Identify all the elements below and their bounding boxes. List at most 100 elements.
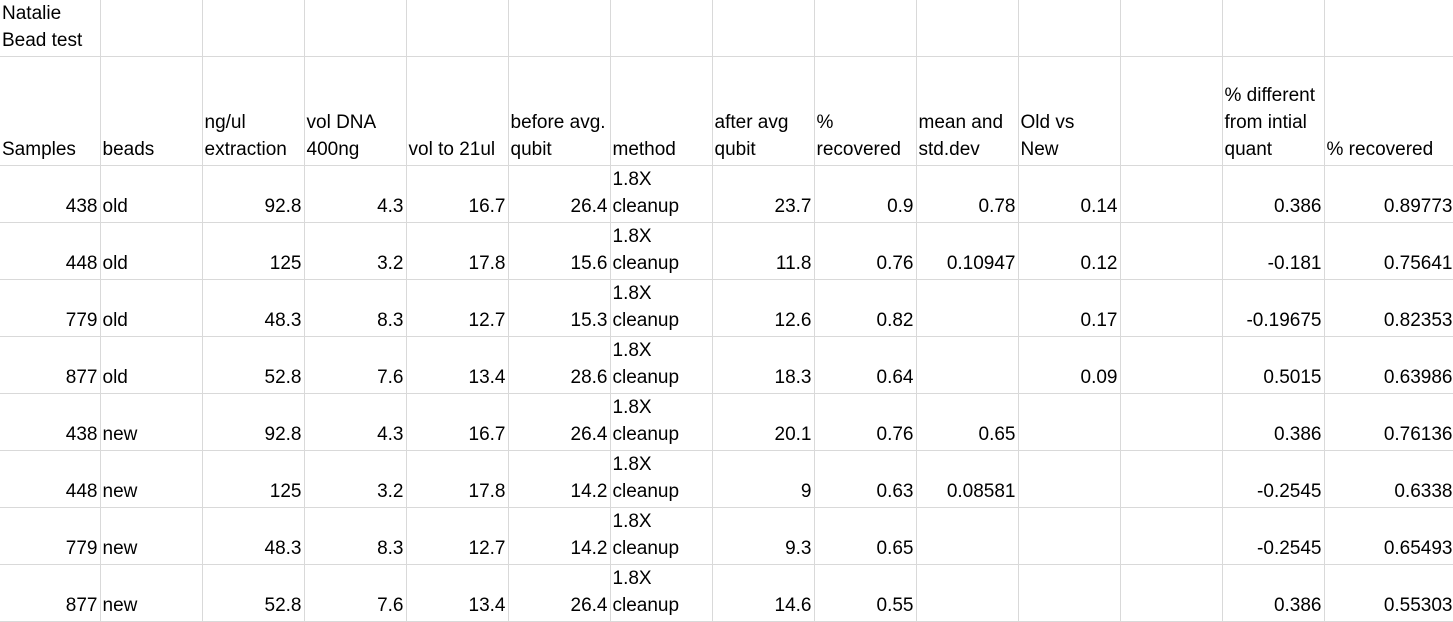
cell-percent-recovered[interactable]: 0.63 [814,450,917,508]
cell-mean-std[interactable] [916,564,1019,622]
empty-cell[interactable] [1120,0,1223,57]
cell-percent-different[interactable]: 0.386 [1222,564,1325,622]
cell-samples[interactable]: 877 [0,564,101,622]
header-cell-mean-std[interactable]: mean and std.dev [916,56,1019,166]
cell-percent-different[interactable]: -0.19675 [1222,279,1325,337]
cell-percent-different[interactable]: 0.5015 [1222,336,1325,394]
empty-cell[interactable] [100,0,203,57]
cell-after-qubit[interactable]: 20.1 [712,393,815,451]
header-cell-after-qubit[interactable]: after avg qubit [712,56,815,166]
cell-ng-ul-extraction[interactable]: 125 [202,450,305,508]
cell-before-qubit[interactable]: 15.3 [508,279,611,337]
cell-before-qubit[interactable]: 28.6 [508,336,611,394]
cell-after-qubit[interactable]: 18.3 [712,336,815,394]
header-cell-old-vs-new[interactable]: Old vs New [1018,56,1121,166]
cell-beads[interactable]: old [100,279,203,337]
cell-ng-ul-extraction[interactable]: 92.8 [202,165,305,223]
empty-cell[interactable] [406,0,509,57]
cell-method[interactable]: 1.8X cleanup [610,279,713,337]
cell-percent-different[interactable]: -0.181 [1222,222,1325,280]
cell-before-qubit[interactable]: 14.2 [508,450,611,508]
cell-percent-recovered[interactable]: 0.9 [814,165,917,223]
cell-percent-different[interactable]: 0.386 [1222,393,1325,451]
cell-vol-dna[interactable]: 3.2 [304,222,407,280]
cell-percent-recovered[interactable]: 0.55 [814,564,917,622]
cell-empty[interactable] [1120,165,1223,223]
cell-empty[interactable] [1120,279,1223,337]
cell-percent-recovered[interactable]: 0.64 [814,336,917,394]
cell-vol-to-21ul[interactable]: 16.7 [406,393,509,451]
header-cell-percent-recovered-2[interactable]: % recovered [1324,56,1453,166]
cell-old-vs-new[interactable]: 0.14 [1018,165,1121,223]
empty-cell[interactable] [1324,0,1453,57]
cell-percent-different[interactable]: 0.386 [1222,165,1325,223]
cell-old-vs-new[interactable]: 0.12 [1018,222,1121,280]
cell-old-vs-new[interactable] [1018,507,1121,565]
cell-beads[interactable]: old [100,336,203,394]
cell-samples[interactable]: 877 [0,336,101,394]
header-cell-method[interactable]: method [610,56,713,166]
cell-mean-std[interactable] [916,279,1019,337]
cell-percent-recovered-2[interactable]: 0.89773 [1324,165,1453,223]
cell-after-qubit[interactable]: 9.3 [712,507,815,565]
cell-percent-recovered-2[interactable]: 0.63986 [1324,336,1453,394]
header-cell-beads[interactable]: beads [100,56,203,166]
cell-after-qubit[interactable]: 11.8 [712,222,815,280]
header-cell-vol-dna[interactable]: vol DNA 400ng [304,56,407,166]
header-cell-ng-ul-extraction[interactable]: ng/ul extraction [202,56,305,166]
empty-cell[interactable] [1018,0,1121,57]
cell-percent-recovered[interactable]: 0.76 [814,393,917,451]
cell-mean-std[interactable]: 0.08581 [916,450,1019,508]
cell-empty[interactable] [1120,393,1223,451]
cell-method[interactable]: 1.8X cleanup [610,393,713,451]
sheet-title-cell[interactable]: Natalie Bead test [0,0,101,57]
cell-method[interactable]: 1.8X cleanup [610,450,713,508]
cell-samples[interactable]: 438 [0,165,101,223]
cell-vol-dna[interactable]: 4.3 [304,165,407,223]
cell-after-qubit[interactable]: 9 [712,450,815,508]
cell-method[interactable]: 1.8X cleanup [610,507,713,565]
cell-ng-ul-extraction[interactable]: 48.3 [202,507,305,565]
header-cell-percent-different[interactable]: % different from intial quant [1222,56,1325,166]
cell-ng-ul-extraction[interactable]: 48.3 [202,279,305,337]
cell-method[interactable]: 1.8X cleanup [610,564,713,622]
cell-beads[interactable]: new [100,564,203,622]
cell-vol-dna[interactable]: 8.3 [304,507,407,565]
cell-vol-to-21ul[interactable]: 12.7 [406,507,509,565]
cell-percent-recovered-2[interactable]: 0.75641 [1324,222,1453,280]
cell-percent-recovered-2[interactable]: 0.6338 [1324,450,1453,508]
cell-before-qubit[interactable]: 14.2 [508,507,611,565]
empty-cell[interactable] [202,0,305,57]
cell-mean-std[interactable]: 0.10947 [916,222,1019,280]
cell-vol-dna[interactable]: 4.3 [304,393,407,451]
cell-after-qubit[interactable]: 12.6 [712,279,815,337]
cell-mean-std[interactable]: 0.65 [916,393,1019,451]
cell-mean-std[interactable] [916,507,1019,565]
cell-beads[interactable]: old [100,222,203,280]
cell-vol-dna[interactable]: 3.2 [304,450,407,508]
cell-percent-recovered-2[interactable]: 0.65493 [1324,507,1453,565]
cell-samples[interactable]: 438 [0,393,101,451]
cell-old-vs-new[interactable] [1018,564,1121,622]
cell-percent-different[interactable]: -0.2545 [1222,450,1325,508]
cell-ng-ul-extraction[interactable]: 125 [202,222,305,280]
header-cell-vol-to-21ul[interactable]: vol to 21ul [406,56,509,166]
cell-ng-ul-extraction[interactable]: 52.8 [202,336,305,394]
cell-mean-std[interactable] [916,336,1019,394]
cell-percent-recovered-2[interactable]: 0.82353 [1324,279,1453,337]
cell-vol-to-21ul[interactable]: 12.7 [406,279,509,337]
header-cell-before-qubit[interactable]: before avg. qubit [508,56,611,166]
empty-cell[interactable] [1222,0,1325,57]
cell-after-qubit[interactable]: 14.6 [712,564,815,622]
cell-method[interactable]: 1.8X cleanup [610,222,713,280]
empty-cell[interactable] [610,0,713,57]
cell-empty[interactable] [1120,222,1223,280]
empty-cell[interactable] [304,0,407,57]
cell-before-qubit[interactable]: 26.4 [508,393,611,451]
cell-samples[interactable]: 448 [0,450,101,508]
cell-old-vs-new[interactable]: 0.17 [1018,279,1121,337]
cell-empty[interactable] [1120,450,1223,508]
cell-percent-different[interactable]: -0.2545 [1222,507,1325,565]
cell-method[interactable]: 1.8X cleanup [610,336,713,394]
cell-before-qubit[interactable]: 15.6 [508,222,611,280]
